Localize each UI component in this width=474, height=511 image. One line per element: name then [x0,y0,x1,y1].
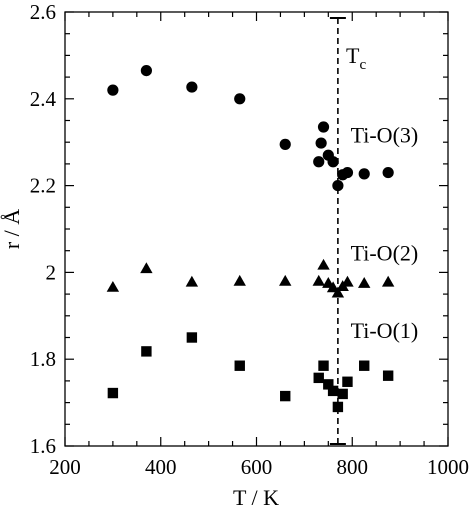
triangle-point [279,274,292,286]
circle-point [140,64,152,77]
triangle-point [106,280,120,292]
triangle-point [331,286,345,298]
series-annotations: Ti-O(3) Ti-O(2) Ti-O(1) [351,122,419,343]
data-points [106,64,395,413]
square-point [107,387,119,399]
square-point [382,370,394,381]
y-tick-label: 2.6 [30,0,56,24]
circle-point [107,84,119,96]
triangle-point [312,274,325,286]
x-axis-label: T / K [233,485,279,510]
triangle-point [233,274,246,286]
circle-point [358,168,370,180]
y-tick-label: 1.6 [30,434,56,458]
circle-point [279,138,291,150]
y-tick-label: 2 [46,260,57,284]
circle-point [327,156,339,168]
circle-point [234,93,246,105]
square-point [359,360,370,371]
tc-label: Tc [346,43,366,73]
triangle-point [185,275,199,287]
tc-marker: Tc [329,17,366,445]
axis-ticks [64,11,449,447]
triangle-point [341,275,354,287]
triangle-point [381,275,395,287]
square-point [332,401,344,413]
y-tick-label: 1.8 [30,347,56,371]
square-point [342,376,353,387]
x-tick-label: 600 [241,455,273,479]
series-label: Ti-O(3) [351,122,419,147]
circle-point [186,81,198,93]
x-tick-label: 200 [49,455,81,479]
square-point [313,372,324,384]
y-tick-label: 2.2 [30,174,56,198]
square-point [141,346,152,357]
y-axis-label: r / Å [0,209,24,249]
y-tick-label: 2.4 [30,87,57,111]
triangle-point [326,281,340,293]
circle-point [313,156,325,168]
tick-labels: 200 400 600 800 1000 1.6 1.8 2 2.2 2.4 2.6 [30,0,469,479]
square-point [337,388,348,400]
triangle-point [140,262,153,274]
series-label: Ti-O(1) [351,318,419,343]
square-point [234,360,245,371]
x-tick-label: 800 [337,455,369,479]
square-point [318,360,329,371]
triangle-point [358,277,371,288]
square-point [186,332,198,343]
square-point [280,390,291,402]
x-tick-label: 400 [145,455,177,479]
plot-frame [64,11,449,447]
circle-point [382,166,394,179]
series-label: Ti-O(2) [351,240,419,265]
square-point [323,379,334,390]
circle-point [315,137,327,149]
circle-point [332,180,344,192]
circle-point [317,121,330,133]
x-tick-label: 1000 [427,455,469,479]
triangle-point [317,258,330,270]
circle-point [341,166,354,179]
square-point [327,385,339,397]
